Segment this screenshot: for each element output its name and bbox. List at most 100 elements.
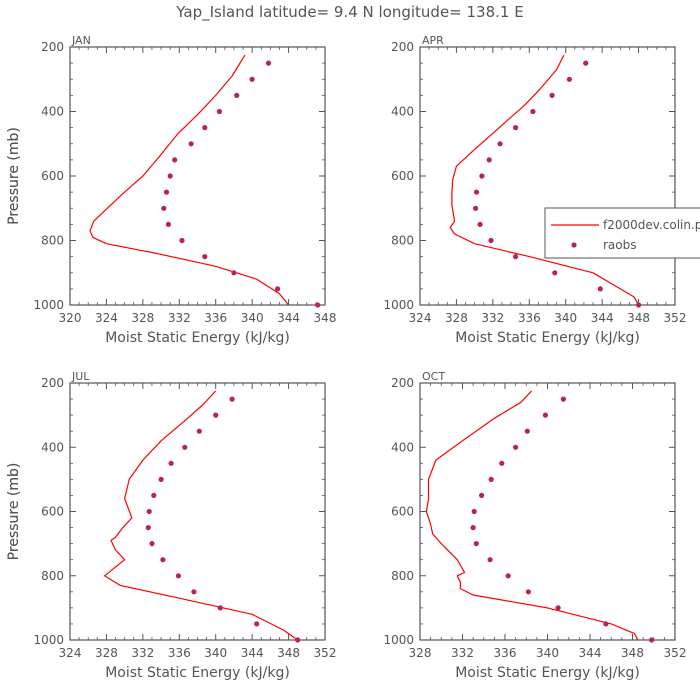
- y-tick-label: 400: [391, 440, 414, 454]
- y-tick-label: 800: [41, 234, 64, 248]
- y-tick-label: 200: [391, 40, 414, 54]
- raobs-point: [158, 476, 164, 482]
- raobs-point: [275, 286, 281, 292]
- raobs-point: [486, 157, 492, 163]
- raobs-point: [216, 108, 222, 115]
- legend-box: [544, 207, 700, 259]
- y-tick-label: 400: [41, 440, 64, 454]
- raobs-point: [530, 108, 536, 115]
- y-tick-label: 600: [391, 169, 414, 183]
- raobs-point: [151, 492, 157, 498]
- x-tick-label: 340: [536, 646, 559, 660]
- raobs-point: [479, 173, 485, 179]
- raobs-point: [479, 492, 485, 498]
- y-tick-label: 1000: [383, 298, 414, 312]
- raobs-point: [254, 621, 260, 627]
- x-tick-label: 328: [445, 311, 468, 325]
- raobs-point: [165, 221, 171, 227]
- x-tick-label: 344: [277, 311, 300, 325]
- raobs-point: [487, 557, 493, 563]
- raobs-point: [552, 270, 558, 276]
- panel-jul: JUL 324 328 332 336 340 344 348 352 200 400 600 800 1…: [6, 370, 336, 681]
- raobs-point: [555, 605, 561, 611]
- x-tick-label: 348: [277, 646, 300, 660]
- x-tick-label: 344: [579, 646, 602, 660]
- x-tick-label: 324: [409, 311, 432, 325]
- raobs-point: [145, 525, 151, 531]
- raobs-point: [182, 444, 188, 450]
- raobs-point: [560, 396, 567, 402]
- x-tick-label: 352: [664, 646, 687, 660]
- raobs-point: [315, 302, 321, 308]
- raobs-point: [488, 237, 494, 244]
- plot-frame: [419, 382, 676, 641]
- y-tick-label: 1000: [33, 298, 64, 312]
- raobs-point: [524, 428, 530, 434]
- y-tick-label: 800: [391, 569, 414, 583]
- x-axis-label: Moist Static Energy (kJ/kg): [455, 330, 640, 346]
- panel-apr: APR 324 328 332 336 340 344 348 352 200 400 600 800 1…: [6, 34, 686, 346]
- x-tick-label: 340: [554, 311, 577, 325]
- x-tick-label: 336: [518, 311, 541, 325]
- raobs-point: [473, 205, 479, 211]
- x-tick-label: 336: [494, 646, 517, 660]
- raobs-point: [473, 541, 479, 547]
- raobs-point: [505, 573, 511, 579]
- raobs-point: [191, 589, 197, 595]
- raobs-point: [202, 254, 208, 260]
- x-tick-label: 344: [591, 311, 614, 325]
- legend-model-label: f2000dev.colin.pd: [603, 218, 700, 232]
- raobs-point: [597, 286, 603, 292]
- raobs-point: [525, 589, 532, 595]
- legend: f2000dev.colin.pd raobs: [544, 207, 700, 259]
- y-tick-label: 1000: [33, 633, 64, 647]
- raobs-point: [202, 125, 208, 131]
- model-profile-line: [425, 390, 639, 641]
- raobs-point: [234, 92, 240, 98]
- x-tick-label: 348: [627, 311, 650, 325]
- legend-obs-label: raobs: [603, 238, 637, 252]
- model-profile-line: [89, 54, 290, 306]
- x-tick-label: 344: [241, 646, 264, 660]
- model-profile-line: [103, 390, 299, 641]
- raobs-point: [146, 508, 152, 515]
- raobs-point: [473, 189, 480, 195]
- x-axis-label: Moist Static Energy (kJ/kg): [105, 330, 290, 346]
- raobs-point: [488, 476, 494, 482]
- y-axis-label: Pressure (mb): [6, 127, 22, 225]
- y-tick-label: 1000: [383, 633, 414, 647]
- raobs-point: [213, 412, 219, 418]
- raobs-point: [636, 302, 642, 308]
- raobs-point: [603, 621, 609, 627]
- raobs-point: [231, 270, 237, 276]
- raobs-point: [497, 141, 503, 147]
- raobs-point: [583, 60, 589, 66]
- x-tick-label: 324: [59, 646, 82, 660]
- x-tick-label: 332: [481, 311, 504, 325]
- raobs-point: [163, 189, 170, 195]
- x-tick-label: 320: [59, 311, 82, 325]
- x-tick-label: 336: [168, 646, 191, 660]
- plot-frame: [69, 382, 326, 641]
- model-profile-line: [449, 54, 640, 306]
- raobs-point: [513, 254, 519, 260]
- raobs-point: [168, 460, 174, 466]
- x-axis-label: Moist Static Energy (kJ/kg): [105, 665, 290, 681]
- plot-frame: [419, 46, 676, 306]
- x-axis-label: Moist Static Energy (kJ/kg): [455, 665, 640, 681]
- raobs-point: [566, 76, 573, 82]
- y-axis-label: Pressure (mb): [6, 127, 22, 225]
- x-tick-label: 332: [168, 311, 191, 325]
- y-tick-label: 600: [41, 505, 64, 519]
- y-tick-label: 200: [391, 376, 414, 390]
- raobs-point: [167, 173, 173, 179]
- panel-label: JAN: [71, 34, 91, 47]
- raobs-point: [471, 508, 477, 515]
- y-axis-label: Pressure (mb): [6, 463, 22, 561]
- raobs-point: [161, 205, 167, 211]
- y-tick-label: 200: [41, 40, 64, 54]
- x-tick-label: 332: [451, 646, 474, 660]
- x-tick-label: 340: [241, 311, 264, 325]
- y-tick-label: 400: [391, 105, 414, 119]
- y-tick-label: 400: [41, 105, 64, 119]
